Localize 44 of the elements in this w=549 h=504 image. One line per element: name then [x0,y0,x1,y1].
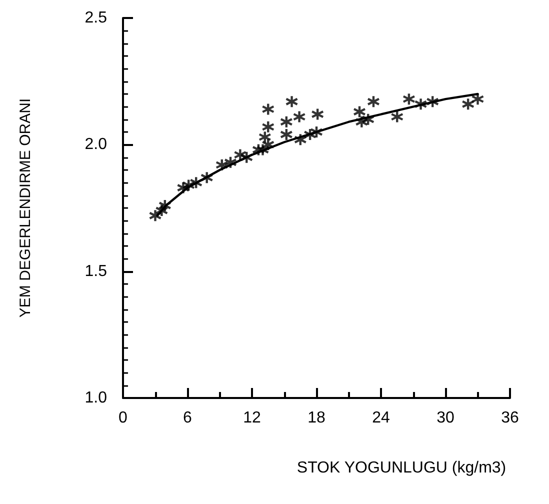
point [310,108,324,121]
x-tick-label: 12 [243,410,261,426]
point [294,133,307,146]
point [292,110,306,124]
point [200,171,214,184]
point [262,138,275,152]
point [366,95,380,108]
point [426,95,440,108]
point [362,112,375,126]
point [176,181,190,194]
point [155,204,168,218]
x-tick-label: 24 [372,410,390,426]
point [280,115,293,128]
point [258,130,272,144]
point [262,120,275,134]
x-tick-label: 6 [183,410,192,426]
y-tick-label: 2.5 [84,10,108,26]
y-axis-title: YEM DEGERLENDIRME ORANI [17,98,34,318]
point [461,98,475,111]
point [262,102,275,116]
x-tick-label: 30 [436,410,454,426]
point [280,128,293,142]
point [414,98,428,111]
y-tick-label: 1.0 [84,390,108,406]
point [148,209,162,222]
point [182,178,196,192]
point [285,95,298,108]
y-tick-label: 2.0 [84,136,108,154]
point [352,105,366,118]
point [215,158,228,172]
point [355,115,368,128]
point [190,176,203,190]
x-tick-label: 18 [308,410,326,426]
point [158,198,172,212]
x-tick-label: 36 [501,410,519,426]
point [303,128,317,142]
x-axis-title: STOK YOGUNLUGU (kg/m3) [296,460,506,476]
point [252,143,266,156]
point [224,156,238,169]
point [390,110,404,124]
point [402,92,416,106]
point [310,125,324,139]
y-tick-label: 1.5 [84,262,108,280]
x-tick-label: 0 [118,410,128,426]
